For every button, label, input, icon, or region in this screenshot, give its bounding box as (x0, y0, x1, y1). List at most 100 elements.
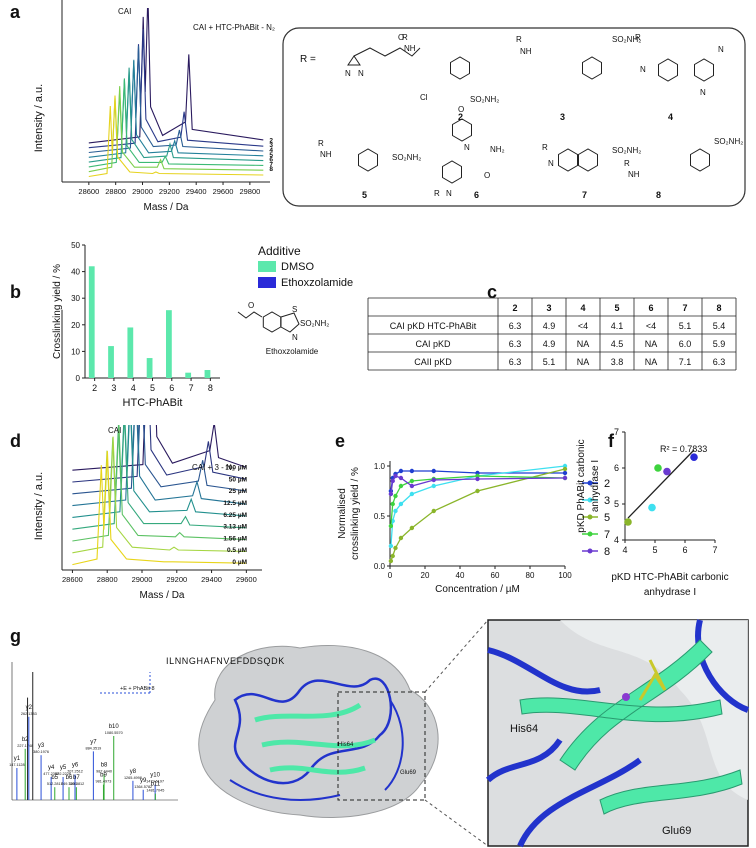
y-tick-label: 30 (71, 294, 80, 303)
x-tick-label: 29400 (201, 575, 222, 584)
mz-label: 720.3812 (68, 782, 84, 786)
atom-label: N (464, 143, 470, 152)
y-axis-label: Crosslinking yield / % (52, 264, 63, 359)
table-cell: CAI pKD HTC-PhABit (390, 321, 477, 331)
table-header: 3 (546, 303, 551, 313)
y-tick-label: 1.0 (374, 462, 386, 471)
x-tick-label: 2 (92, 383, 97, 393)
bar (166, 310, 172, 378)
ion-label: b10 (109, 724, 120, 730)
point (409, 525, 415, 531)
ion-label: b2 (22, 737, 29, 743)
ring (452, 118, 472, 142)
legend-marker (587, 514, 593, 520)
legend-label: Ethoxzolamide (281, 277, 353, 289)
ion-label: y3 (38, 743, 45, 749)
legend-label: 3 (604, 495, 610, 507)
table-cell: 6.3 (509, 357, 522, 367)
y-axis-label: Intensity / a.u. (33, 472, 45, 540)
table-cell: 7.1 (679, 357, 692, 367)
x-tick-label: 29200 (159, 187, 180, 196)
ion-label: b11 (151, 782, 161, 788)
bar (185, 372, 192, 378)
trace-label: 50 µM (229, 476, 247, 483)
r-label: R = (300, 54, 316, 65)
x-tick-label: 29200 (166, 575, 187, 584)
x-tick-label: 7 (712, 545, 717, 555)
y-axis-label: crosslinking yield / % (350, 467, 361, 560)
point (409, 491, 415, 497)
trace-label: 0.5 µM (227, 547, 247, 554)
spectrum-trace (72, 451, 247, 566)
trace-label: 4 (269, 147, 273, 154)
protein-zoom (485, 619, 750, 848)
trace-label: 5 (269, 152, 273, 159)
ion-label: y2 (26, 705, 33, 711)
point (388, 558, 394, 564)
x-tick-label: 0 (388, 571, 393, 580)
bar (204, 370, 211, 378)
annotation: CAI (118, 7, 131, 16)
x-tick-label: 4 (131, 383, 136, 393)
table-cell: 3.8 (611, 357, 624, 367)
ion-label: b9 (100, 773, 107, 779)
compound-number: 2 (458, 112, 463, 122)
atom-label: R (434, 189, 440, 198)
y-axis-label: anhydrase I (590, 460, 601, 512)
atom-label: NH₂ (490, 145, 505, 154)
x-tick-label: 4 (622, 545, 627, 555)
atom-label: NH (520, 47, 532, 56)
table-cell: 6.3 (713, 357, 726, 367)
atom-label: Cl (420, 93, 428, 102)
panel-label: a (10, 2, 21, 22)
x-tick-label: 28800 (97, 575, 118, 584)
legend-label: 7 (604, 529, 610, 541)
point (409, 478, 415, 484)
y-tick-label: 0.0 (374, 562, 386, 571)
ion-label: y9 (140, 778, 147, 784)
table-cell: 4.1 (611, 321, 624, 331)
atom-label: O (248, 301, 254, 310)
ion-label: y6 (72, 762, 79, 768)
mz-label: 884.3519 (85, 746, 101, 750)
atom-label: N (640, 65, 646, 74)
x-axis-label: Mass / Da (143, 202, 188, 213)
panel-label: e (335, 431, 345, 451)
sequence: ILNNGHAFNVEFDDSQDK (166, 656, 285, 666)
ion-label: b6 (66, 775, 73, 781)
table-header: 5 (614, 303, 619, 313)
mz-label: 592.2226 (55, 772, 71, 776)
annotation: CAI (108, 426, 121, 435)
atom-label: SO₂NH₂ (300, 319, 329, 328)
atom-label: SO₂NH₂ (392, 153, 421, 162)
mz-label: 707.2512 (67, 769, 83, 773)
chain (353, 47, 421, 57)
ring (442, 160, 462, 184)
trace-label: 6.25 µM (223, 512, 247, 519)
atom-label: N (548, 159, 554, 168)
x-axis-label: anhydrase I (644, 587, 696, 598)
trace-label: 3 (269, 142, 273, 149)
point (431, 483, 436, 489)
structure-name: Ethoxzolamide (266, 347, 319, 356)
table-cell: 5.1 (543, 357, 556, 367)
protein-overview (198, 619, 489, 847)
spectrum-trace (88, 8, 264, 144)
structure-box (282, 27, 746, 207)
compound-number: 7 (582, 190, 587, 200)
atom-label: SO₂NH₂ (714, 137, 743, 146)
ms-guides (100, 672, 151, 694)
point (388, 543, 394, 549)
table-cell: 4.9 (543, 321, 556, 331)
mz-label: 227.1748 (17, 744, 33, 748)
residue-label: Glu69 (662, 825, 691, 837)
legend-label: 5 (604, 512, 610, 524)
table-cell: <4 (578, 321, 588, 331)
mz-label: 649.3496 (61, 782, 77, 786)
annotation: CAI + HTC-PhABit - N₂ (193, 23, 275, 32)
point (390, 553, 395, 559)
ion-label: y10 (150, 773, 160, 779)
x-tick-label: 80 (526, 571, 535, 580)
legend-marker (587, 480, 593, 486)
ring (450, 56, 470, 80)
